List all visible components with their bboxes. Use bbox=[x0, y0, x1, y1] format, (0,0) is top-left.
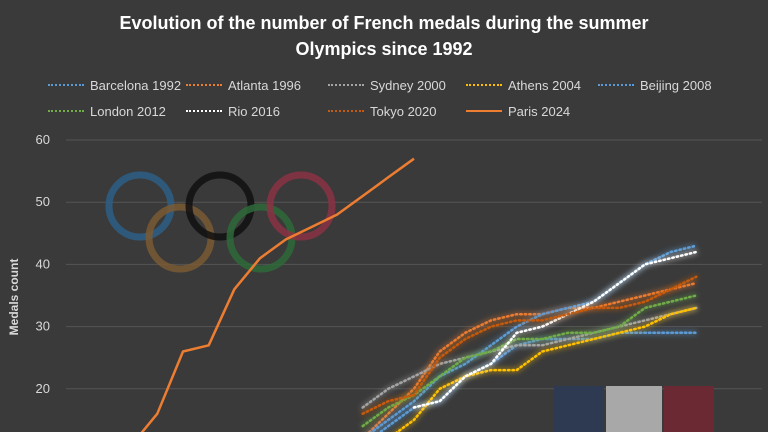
legend-swatch bbox=[186, 84, 222, 86]
legend-swatch bbox=[48, 110, 84, 112]
chart-title: Evolution of the number of French medals… bbox=[84, 10, 684, 62]
legend-label: Rio 2016 bbox=[228, 103, 281, 119]
series-line-tokyo-2020 bbox=[361, 275, 698, 415]
flag-stripe-white bbox=[606, 386, 662, 432]
legend-swatch bbox=[48, 84, 84, 86]
chart-title-line1: Evolution of the number of French medals… bbox=[119, 13, 649, 33]
legend-item: London 2012 bbox=[48, 102, 166, 120]
olympic-ring-green-icon bbox=[226, 203, 296, 273]
series-line-rio-2016 bbox=[412, 250, 698, 409]
legend-swatch bbox=[186, 110, 222, 112]
legend-swatch bbox=[466, 110, 502, 112]
legend-item: Sydney 2000 bbox=[328, 76, 446, 94]
y-tick-label: 30 bbox=[36, 319, 50, 334]
legend-item: Barcelona 1992 bbox=[48, 76, 181, 94]
french-flag-icon bbox=[554, 386, 714, 432]
series-line-sydney-2000 bbox=[361, 306, 698, 409]
y-tick-label: 50 bbox=[36, 194, 50, 209]
legend-label: Paris 2024 bbox=[508, 103, 571, 119]
legend-label: Beijing 2008 bbox=[640, 77, 712, 93]
legend-label: Barcelona 1992 bbox=[90, 77, 182, 93]
series-line-london-2012 bbox=[361, 294, 698, 428]
legend-swatch bbox=[466, 84, 502, 86]
legend-label: London 2012 bbox=[90, 103, 166, 119]
y-axis-label: Medals count bbox=[7, 258, 21, 336]
legend-item: Rio 2016 bbox=[186, 102, 280, 120]
series-line-athens-2004 bbox=[395, 306, 698, 432]
legend-label: Atlanta 1996 bbox=[228, 77, 302, 93]
olympic-ring-black-icon bbox=[185, 171, 255, 241]
legend-item: Beijing 2008 bbox=[598, 76, 712, 94]
y-tick-label: 40 bbox=[36, 256, 50, 271]
legend-swatch bbox=[328, 110, 364, 112]
legend-item: Athens 2004 bbox=[466, 76, 581, 94]
y-tick-label: 20 bbox=[36, 381, 50, 396]
series-line-paris-2024 bbox=[140, 157, 415, 432]
legend-swatch bbox=[598, 84, 634, 86]
legend-label: Tokyo 2020 bbox=[370, 103, 437, 119]
legend-item: Paris 2024 bbox=[466, 102, 570, 120]
flag-stripe-red bbox=[664, 386, 714, 432]
legend-item: Atlanta 1996 bbox=[186, 76, 301, 94]
y-tick-labels: 20 30 40 50 60 bbox=[36, 132, 50, 396]
legend-swatch bbox=[328, 84, 364, 86]
decor bbox=[105, 171, 336, 273]
legend: Barcelona 1992 Atlanta 1996 Sydney 2000 Ath… bbox=[0, 76, 768, 124]
olympic-ring-blue-icon bbox=[105, 171, 175, 241]
legend-label: Athens 2004 bbox=[508, 77, 582, 93]
series bbox=[140, 157, 698, 432]
legend-item: Tokyo 2020 bbox=[328, 102, 437, 120]
olympic-ring-red-icon bbox=[266, 171, 336, 241]
legend-label: Sydney 2000 bbox=[370, 77, 446, 93]
olympic-ring-yellow-icon bbox=[145, 203, 215, 273]
series-line-atlanta-1996 bbox=[367, 281, 698, 432]
flag-stripe-blue bbox=[554, 386, 604, 432]
y-tick-label: 60 bbox=[36, 132, 50, 147]
chart-title-line2: Olympics since 1992 bbox=[295, 39, 473, 59]
